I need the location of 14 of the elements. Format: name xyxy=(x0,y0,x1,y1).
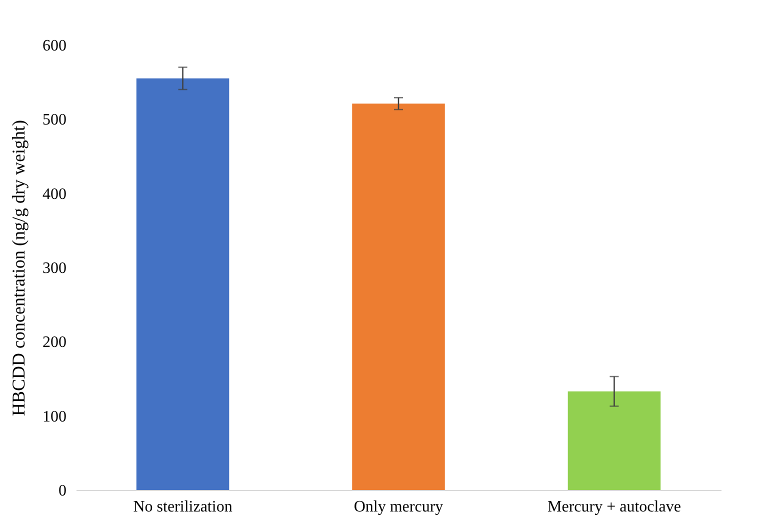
y-tick-label: 400 xyxy=(42,186,66,203)
y-tick-label: 600 xyxy=(42,38,66,54)
y-tick-label: 300 xyxy=(42,260,66,277)
x-tick-label: Only mercury xyxy=(354,498,444,516)
x-tick-label: Mercury + autoclave xyxy=(548,498,681,516)
x-tick-label: No sterilization xyxy=(133,498,232,516)
y-tick-label: 200 xyxy=(42,334,66,352)
bar xyxy=(352,104,445,490)
y-axis-title: HBCDD concentration (ng/g dry weight) xyxy=(8,120,28,416)
bar xyxy=(568,391,661,490)
bar xyxy=(136,78,230,490)
y-tick-label: 500 xyxy=(42,112,66,129)
y-tick-label: 100 xyxy=(42,408,66,426)
y-tick-label: 0 xyxy=(58,482,66,500)
